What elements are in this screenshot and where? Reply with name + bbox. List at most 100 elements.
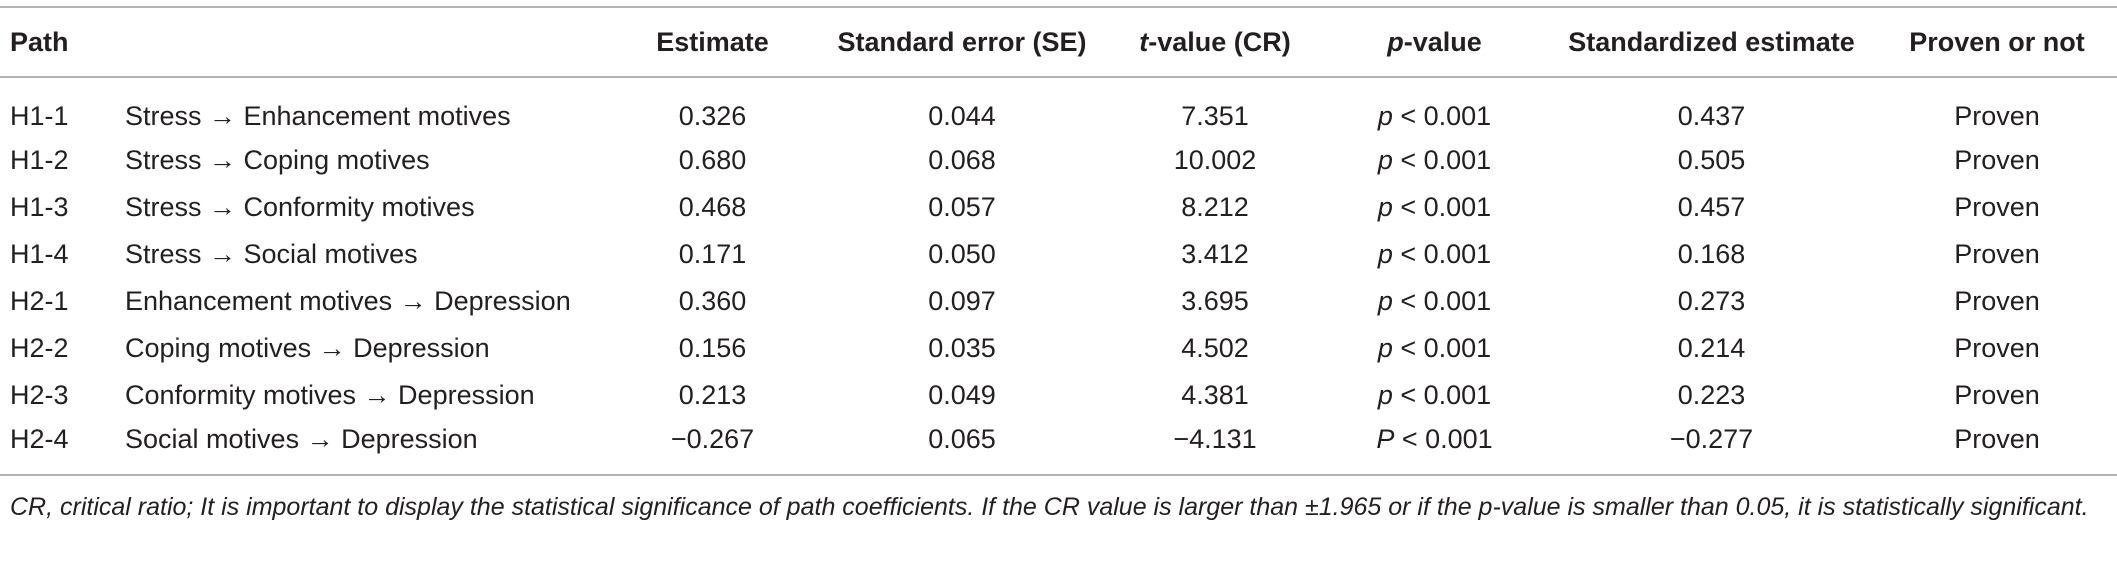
cell-text: p < 0.001 <box>1377 145 1492 175</box>
table-cell: Enhancement motives → Depression <box>115 278 608 325</box>
cell-text: Stress → Enhancement motives <box>125 101 511 131</box>
footnote: CR, critical ratio; It is important to d… <box>10 493 2089 521</box>
cell-text: H2-2 <box>10 333 69 363</box>
header-text: Standardized estimate <box>1568 26 1855 57</box>
table-cell: 0.326 <box>608 77 817 137</box>
table-cell: 0.505 <box>1546 137 1877 184</box>
table-cell: Proven <box>1877 231 2117 278</box>
cell-text: H2-3 <box>10 380 69 410</box>
cell-text: Stress → Social motives <box>125 239 418 269</box>
header-cell: t-value (CR) <box>1107 7 1323 77</box>
table-row: H1-2 Stress → Coping motives 0.680 0.068 10.… <box>0 137 2117 184</box>
cell-text: 0.057 <box>928 192 996 222</box>
cell-text: p < 0.001 <box>1377 333 1492 363</box>
header-text: t-value (CR) <box>1139 26 1291 57</box>
header-text: Path <box>10 26 69 57</box>
header-cell: Proven or not <box>1877 7 2117 77</box>
table-row: H1-1 Stress → Enhancement motives 0.326 0.0… <box>0 77 2117 137</box>
cell-text: Proven <box>1954 239 2040 269</box>
header-text: p-value <box>1387 26 1482 57</box>
cell-text: 0.437 <box>1677 101 1746 131</box>
cell-text: Proven <box>1954 101 2040 131</box>
table-cell: −4.131 <box>1107 419 1323 475</box>
table-cell: H1-3 <box>0 184 115 231</box>
table-cell: 0.457 <box>1546 184 1877 231</box>
table-cell: 0.171 <box>608 231 817 278</box>
table-cell: 0.068 <box>817 137 1107 184</box>
cell-text: 0.273 <box>1677 286 1746 316</box>
table-cell: H1-4 <box>0 231 115 278</box>
cell-text: 0.156 <box>678 333 747 363</box>
cell-text: 3.412 <box>1181 239 1249 269</box>
cell-text: 0.050 <box>928 239 996 269</box>
cell-text: Coping motives → Depression <box>125 333 490 363</box>
cell-text: 0.035 <box>928 333 996 363</box>
table-cell: p < 0.001 <box>1323 372 1546 419</box>
table-cell: Proven <box>1877 184 2117 231</box>
cell-text: P < 0.001 <box>1376 424 1493 454</box>
cell-text: 8.212 <box>1181 192 1249 222</box>
cell-text: Stress → Coping motives <box>125 145 430 175</box>
table-cell: Proven <box>1877 419 2117 475</box>
cell-text: 4.381 <box>1181 380 1249 410</box>
header-cell: Estimate <box>608 7 817 77</box>
cell-text: Social motives → Depression <box>125 424 478 454</box>
cell-text: Proven <box>1954 424 2040 454</box>
table-cell: Stress → Conformity motives <box>115 184 608 231</box>
table-cell: p < 0.001 <box>1323 77 1546 137</box>
table-cell: 8.212 <box>1107 184 1323 231</box>
cell-text: 0.068 <box>928 145 996 175</box>
header-cell: p-value <box>1323 7 1546 77</box>
table-cell: 0.097 <box>817 278 1107 325</box>
cell-text: Proven <box>1954 192 2040 222</box>
table-cell: 3.412 <box>1107 231 1323 278</box>
results-table: Path Estimate Standard error (SE) t-value (… <box>0 6 2117 476</box>
cell-text: 0.468 <box>678 192 747 222</box>
header-text: Estimate <box>656 26 769 57</box>
cell-text: Proven <box>1954 333 2040 363</box>
table-cell: 10.002 <box>1107 137 1323 184</box>
table-cell: 0.213 <box>608 372 817 419</box>
table-cell: 0.680 <box>608 137 817 184</box>
table-cell: p < 0.001 <box>1323 278 1546 325</box>
table-cell: H1-1 <box>0 77 115 137</box>
cell-text: 0.168 <box>1677 239 1746 269</box>
table-cell: H2-3 <box>0 372 115 419</box>
cell-text: −4.131 <box>1173 424 1257 454</box>
header-text: Standard error (SE) <box>837 26 1087 57</box>
table-cell: Conformity motives → Depression <box>115 372 608 419</box>
cell-text: Proven <box>1954 286 2040 316</box>
cell-text: H1-1 <box>10 101 69 131</box>
cell-text: −0.267 <box>670 424 755 454</box>
table-cell: Proven <box>1877 77 2117 137</box>
table-cell: Coping motives → Depression <box>115 325 608 372</box>
table-cell: p < 0.001 <box>1323 137 1546 184</box>
table-row: H1-4 Stress → Social motives 0.171 0.050 3.4… <box>0 231 2117 278</box>
header-row: Path Estimate Standard error (SE) t-value (… <box>0 7 2117 77</box>
table-cell: 0.035 <box>817 325 1107 372</box>
cell-text: p < 0.001 <box>1377 101 1492 131</box>
cell-text: 0.214 <box>1677 333 1746 363</box>
table-row: H1-3 Stress → Conformity motives 0.468 0.05… <box>0 184 2117 231</box>
cell-text: Proven <box>1954 145 2040 175</box>
table-cell: Stress → Social motives <box>115 231 608 278</box>
cell-text: 0.049 <box>928 380 996 410</box>
table-cell: 0.044 <box>817 77 1107 137</box>
cell-text: 10.002 <box>1173 145 1257 175</box>
cell-text: H1-3 <box>10 192 69 222</box>
table-cell: P < 0.001 <box>1323 419 1546 475</box>
table-cell: 0.273 <box>1546 278 1877 325</box>
cell-text: 0.223 <box>1677 380 1746 410</box>
cell-text: Conformity motives → Depression <box>125 380 535 410</box>
table-cell: 0.168 <box>1546 231 1877 278</box>
cell-text: 0.213 <box>678 380 747 410</box>
table-cell: Stress → Coping motives <box>115 137 608 184</box>
cell-text: −0.277 <box>1669 424 1754 454</box>
cell-text: H1-4 <box>10 239 69 269</box>
header-cell: Standardized estimate <box>1546 7 1877 77</box>
table-cell: Social motives → Depression <box>115 419 608 475</box>
table-body: H1-1 Stress → Enhancement motives 0.326 0.0… <box>0 77 2117 475</box>
table-cell: 0.468 <box>608 184 817 231</box>
cell-text: 4.502 <box>1181 333 1249 363</box>
cell-text: p < 0.001 <box>1377 286 1492 316</box>
